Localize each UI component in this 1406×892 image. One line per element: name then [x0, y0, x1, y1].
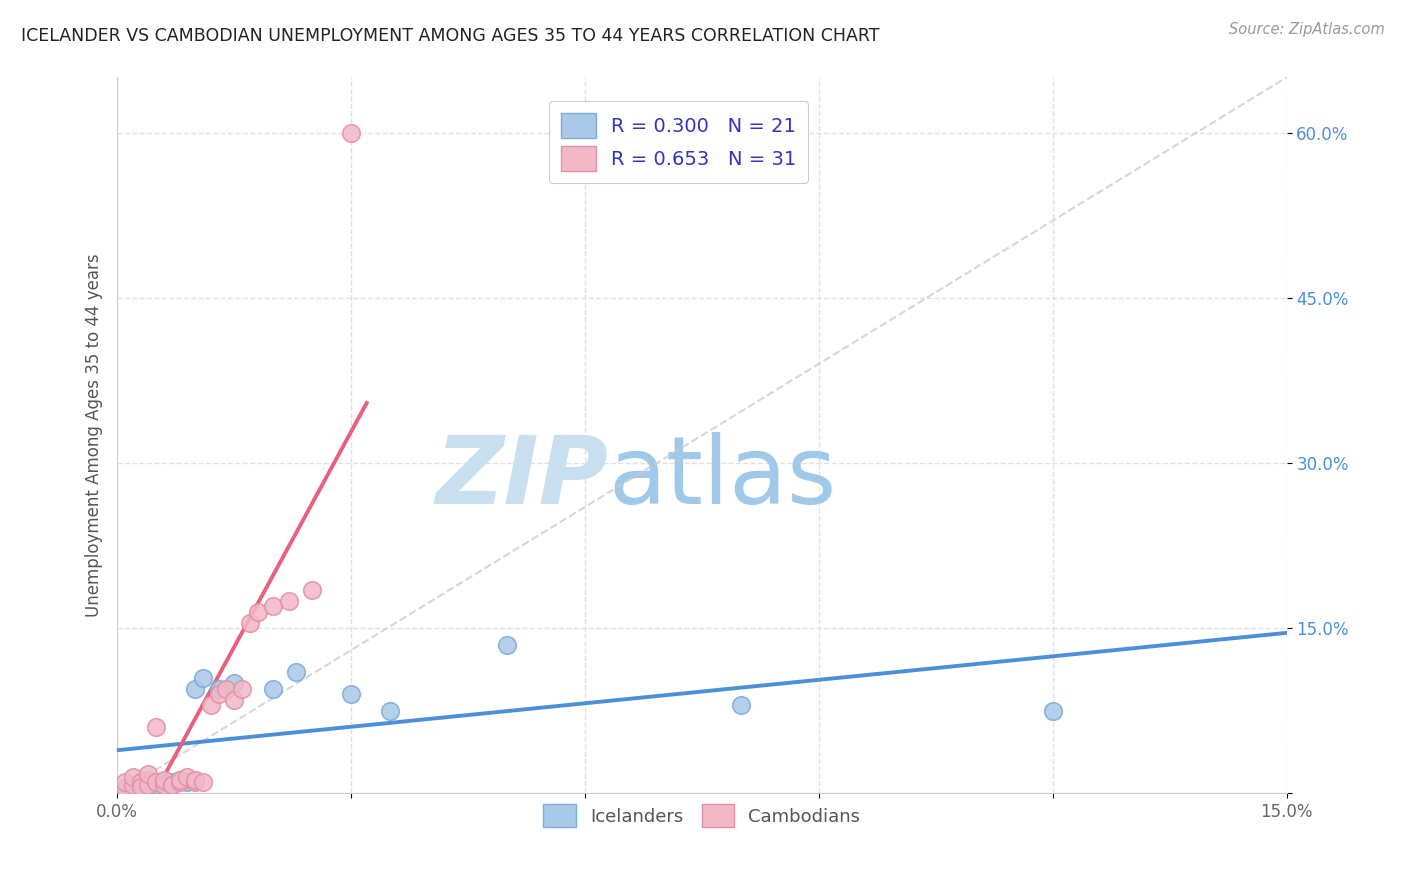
Point: [301, 582, 323, 597]
Point: [138, 773, 160, 788]
Point: [285, 665, 308, 680]
Point: [207, 681, 229, 696]
Point: [138, 780, 160, 794]
Point: [184, 773, 207, 788]
Point: [378, 704, 401, 718]
Text: ZIP: ZIP: [436, 433, 609, 524]
Point: [224, 676, 246, 690]
Point: [160, 775, 183, 789]
Point: [121, 770, 143, 784]
Point: [191, 671, 214, 685]
Point: [184, 681, 207, 696]
Y-axis label: Unemployment Among Ages 35 to 44 years: Unemployment Among Ages 35 to 44 years: [86, 253, 103, 617]
Text: Source: ZipAtlas.com: Source: ZipAtlas.com: [1229, 22, 1385, 37]
Point: [730, 698, 752, 713]
Point: [153, 778, 176, 792]
Point: [224, 692, 246, 706]
Point: [114, 780, 136, 795]
Point: [246, 605, 269, 619]
Point: [191, 775, 214, 789]
Point: [145, 778, 167, 792]
Point: [262, 599, 284, 613]
Point: [121, 778, 143, 792]
Point: [169, 775, 191, 789]
Text: ICELANDER VS CAMBODIAN UNEMPLOYMENT AMONG AGES 35 TO 44 YEARS CORRELATION CHART: ICELANDER VS CAMBODIAN UNEMPLOYMENT AMON…: [21, 27, 880, 45]
Point: [176, 770, 198, 784]
Point: [262, 681, 284, 696]
Point: [184, 775, 207, 789]
Point: [239, 615, 262, 630]
Point: [160, 778, 183, 792]
Point: [153, 775, 176, 789]
Point: [200, 698, 222, 713]
Point: [340, 687, 363, 701]
Point: [138, 766, 160, 780]
Point: [231, 681, 253, 696]
Point: [169, 773, 191, 788]
Point: [169, 773, 191, 788]
Point: [496, 638, 519, 652]
Point: [160, 778, 183, 792]
Point: [129, 780, 152, 794]
Point: [277, 593, 299, 607]
Point: [145, 720, 167, 734]
Point: [121, 778, 143, 792]
Text: atlas: atlas: [609, 433, 837, 524]
Point: [138, 778, 160, 792]
Point: [129, 775, 152, 789]
Point: [176, 775, 198, 789]
Point: [340, 126, 363, 140]
Legend: Icelanders, Cambodians: Icelanders, Cambodians: [536, 797, 868, 834]
Point: [153, 773, 176, 788]
Point: [207, 687, 229, 701]
Point: [114, 775, 136, 789]
Point: [129, 775, 152, 789]
Point: [1042, 704, 1064, 718]
Point: [215, 681, 238, 696]
Point: [114, 780, 136, 795]
Point: [145, 775, 167, 789]
